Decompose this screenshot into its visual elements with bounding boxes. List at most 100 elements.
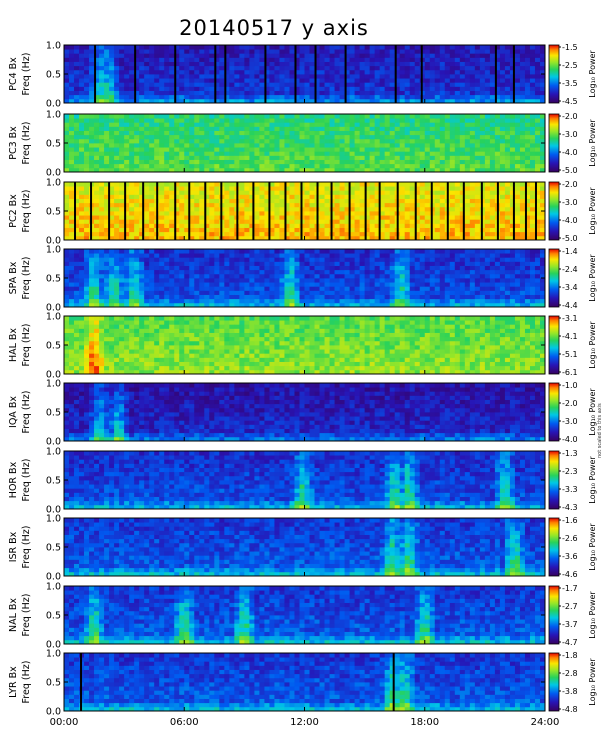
spectrogram-cell (159, 219, 165, 224)
spectrogram-cell (284, 186, 290, 191)
spectrogram-cell (489, 227, 496, 233)
spectrogram-cell (179, 231, 185, 237)
spectrogram-cell (339, 61, 345, 67)
spectrogram-cell (399, 53, 406, 58)
spectrogram-cell (399, 155, 406, 160)
spectrogram-cell (249, 98, 255, 104)
spectrogram-cell (169, 190, 175, 195)
spectrogram-cell (494, 138, 501, 144)
spectrogram-cell (74, 190, 80, 195)
spectrogram-cell (124, 53, 130, 58)
spectrogram-cell (144, 163, 150, 169)
spectrogram-cell (189, 138, 195, 144)
spectrogram-cell (509, 231, 516, 237)
spectrogram-cell (454, 202, 461, 208)
data-gap-line (394, 45, 397, 103)
spectrogram-cell (419, 163, 426, 169)
spectrogram-cell (219, 98, 225, 104)
spectrogram-cell (289, 198, 295, 204)
spectrogram-cell (124, 182, 130, 187)
spectrogram-cell (274, 138, 280, 144)
spectrogram-cell (144, 298, 150, 304)
spectrogram-cell (209, 86, 215, 91)
spectrogram-cell (129, 155, 135, 160)
spectrogram-cell (94, 190, 100, 195)
spectrogram-cell (534, 223, 541, 228)
spectrogram-cell (309, 198, 315, 204)
spectrogram-cell (289, 130, 295, 136)
spectrogram-cell (214, 122, 220, 127)
spectrogram-cell (284, 122, 290, 127)
spectrogram-cell (199, 257, 205, 262)
spectrogram-cell (149, 78, 155, 83)
spectrogram-cell (334, 298, 340, 304)
spectrogram-cell (524, 163, 531, 169)
spectrogram-cell (109, 74, 115, 79)
spectrogram-cell (539, 182, 546, 187)
spectrogram-cell (99, 282, 105, 287)
spectrogram-cell (284, 118, 290, 123)
spectrogram-cell (129, 282, 135, 287)
spectrogram-cell (269, 278, 275, 283)
spectrogram-cell (484, 69, 491, 75)
spectrogram-cell (349, 294, 355, 300)
spectrogram-cell (434, 190, 441, 195)
spectrogram-cell (294, 182, 300, 187)
spectrogram-cell (524, 215, 531, 220)
spectrogram-cell (424, 231, 431, 237)
spectrogram-cell (339, 65, 345, 71)
spectrogram-cell (119, 235, 125, 241)
spectrogram-cell (279, 223, 285, 228)
spectrogram-cell (129, 269, 135, 275)
spectrogram-cell (119, 163, 125, 169)
spectrogram-cell (184, 53, 190, 58)
spectrogram-cell (314, 74, 320, 79)
spectrogram-cell (529, 231, 536, 237)
spectrogram-cell (284, 219, 290, 224)
spectrogram-cell (69, 302, 75, 308)
spectrogram-cell (89, 82, 95, 87)
spectrogram-cell (164, 265, 170, 271)
spectrogram-cell (294, 147, 300, 152)
spectrogram-cell (284, 227, 290, 233)
spectrogram-cell (119, 94, 125, 100)
spectrogram-cell (169, 253, 175, 258)
spectrogram-cell (359, 298, 366, 304)
spectrogram-cell (324, 294, 330, 300)
spectrogram-cell (499, 45, 506, 50)
spectrogram-cell (484, 114, 491, 119)
spectrogram-cell (449, 223, 456, 228)
spectrogram-cell (414, 45, 421, 50)
spectrogram-cell (129, 211, 135, 216)
spectrogram-cell (149, 198, 155, 204)
spectrogram-cell (194, 69, 200, 75)
spectrogram-cell (99, 294, 105, 300)
spectrogram-cell (254, 78, 260, 83)
spectrogram-cell (209, 69, 215, 75)
spectrogram-cell (314, 147, 320, 152)
spectrogram-cell (284, 78, 290, 83)
spectrogram-cell (489, 159, 496, 165)
spectrogram-cell (539, 155, 546, 160)
spectrogram-cell (89, 294, 95, 300)
spectrogram-cell (354, 194, 361, 199)
spectrogram-cell (129, 74, 135, 79)
spectrogram-cell (199, 65, 205, 71)
spectrogram-cell (284, 302, 290, 308)
spectrogram-cell (264, 235, 270, 241)
spectrogram-cell (509, 118, 516, 123)
spectrogram-cell (354, 78, 361, 83)
spectrogram-cell (199, 194, 205, 199)
spectrogram-cell (484, 206, 491, 212)
spectrogram-cell (114, 53, 120, 58)
spectrogram-cell (439, 155, 446, 160)
spectrogram-cell (279, 294, 285, 300)
spectrogram-cell (519, 227, 526, 233)
spectrogram-cell (294, 290, 300, 295)
spectrogram-cell (99, 65, 105, 71)
spectrogram-cell (249, 182, 255, 187)
spectrogram-cell (279, 182, 285, 187)
spectrogram-cell (289, 186, 295, 191)
spectrogram-cell (459, 211, 466, 216)
spectrogram-cell (324, 290, 330, 295)
